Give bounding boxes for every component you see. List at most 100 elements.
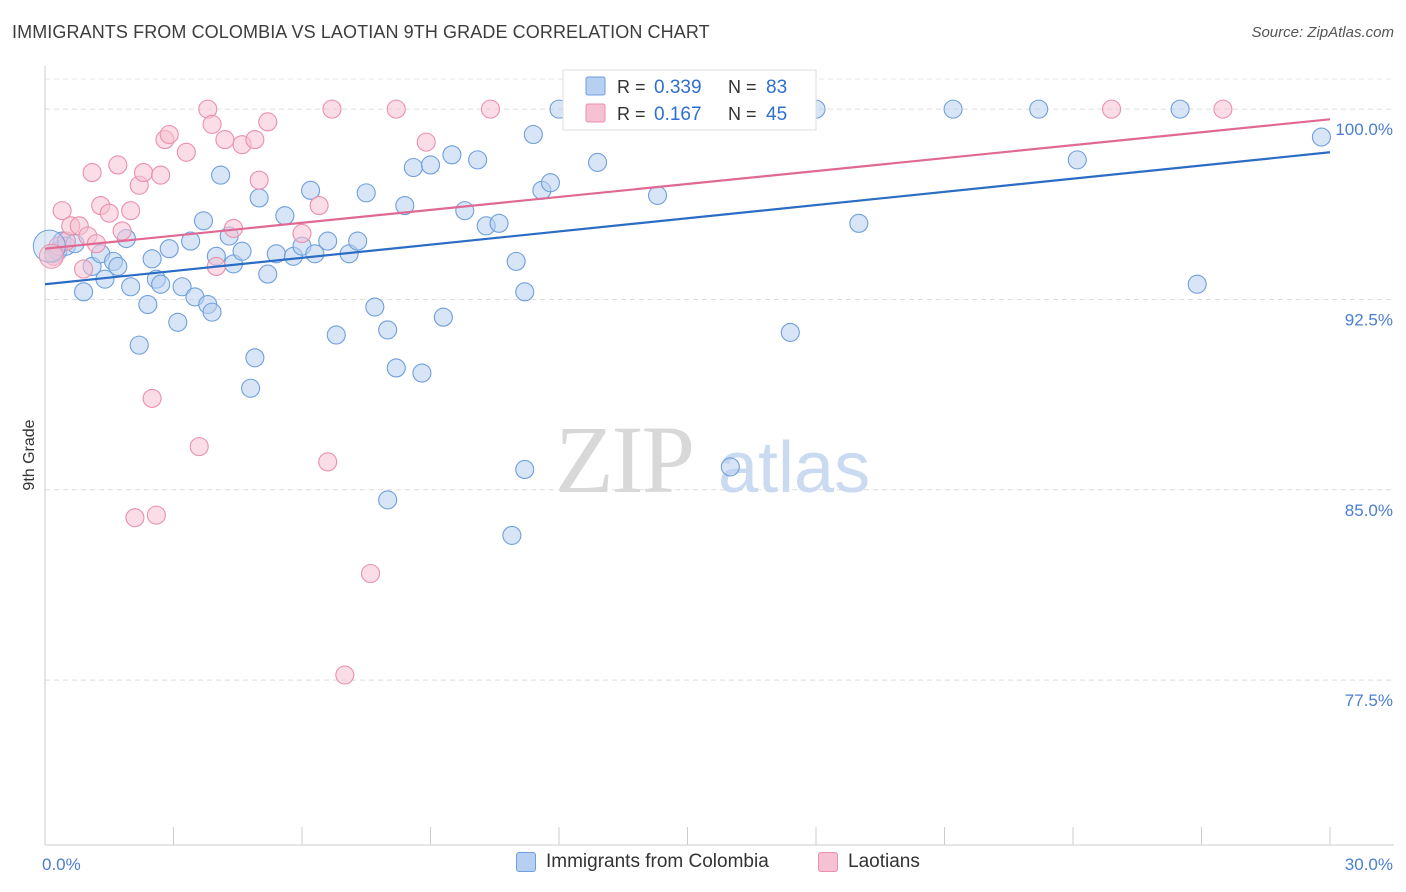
point-laotians-33 [309,196,329,216]
point-colombia-33 [249,188,269,208]
series-legend: Immigrants from Colombia Laotians [0,851,1406,879]
point-laotians-39 [416,132,436,152]
point-laotians-37 [360,563,381,584]
point-cluster-laotians [38,243,64,269]
axes: 77.5% 85.0% 92.5% 100.0% 0.0% 30.0% 9th Grade [21,66,1394,874]
y-tick-label-3: 100.0% [1335,120,1393,139]
stats-swatch-laotians [585,103,606,123]
point-colombia-41 [318,231,338,251]
point-colombia-55 [455,201,475,221]
stats-n-label-colombia: N = [728,77,757,97]
point-colombia-66 [515,459,535,480]
point-colombia-49 [395,196,415,216]
point-laotians-34 [318,452,338,472]
point-colombia-68 [647,185,668,205]
point-colombia-77 [1187,274,1207,294]
point-colombia-76 [1170,99,1190,119]
y-tick-label-0: 77.5% [1345,691,1393,710]
point-laotians-38 [386,99,406,119]
point-colombia-70 [780,322,800,342]
point-laotians-31 [258,112,278,132]
point-colombia-30 [232,241,252,261]
legend-item-laotians[interactable]: Laotians [818,851,920,873]
point-colombia-50 [403,157,423,178]
point-laotians-29 [245,130,265,150]
point-colombia-20 [172,277,192,297]
point-colombia-15 [142,249,162,269]
point-colombia-72 [849,213,869,233]
point-laotians-35 [322,99,342,119]
point-colombia-44 [348,231,368,251]
data-points [32,99,1331,685]
legend-item-colombia[interactable]: Immigrants from Colombia [516,851,769,873]
y-axis-title: 9th Grade [21,419,38,490]
x-tick-label-1: 30.0% [1345,855,1393,874]
point-colombia-31 [241,378,261,398]
point-laotians-12 [108,155,128,175]
point-colombia-56 [468,150,488,170]
point-colombia-69 [720,457,740,477]
watermark-zip: ZIP [555,406,693,513]
point-laotians-11 [99,203,119,223]
watermark-atlas: atlas [718,428,870,508]
stats-swatch-colombia [585,76,606,96]
point-colombia-52 [420,155,441,175]
legend-swatch-colombia [516,852,536,872]
point-laotians-32 [292,223,312,244]
point-colombia-40 [305,244,325,264]
point-laotians-14 [121,201,141,221]
point-colombia-17 [151,274,171,294]
point-laotians-21 [176,142,196,162]
stats-r-label-laotians: R = [617,104,646,124]
point-colombia-39 [301,180,321,200]
stats-r-value-colombia: 0.339 [654,77,702,98]
point-colombia-75 [1067,150,1087,170]
trend-lines [44,118,1331,286]
point-laotians-30 [249,170,269,190]
point-colombia-74 [1029,99,1049,119]
point-colombia-73 [943,99,963,119]
point-colombia-25 [202,302,222,322]
point-colombia-5 [74,282,94,302]
y-tick-label-1: 85.0% [1345,501,1393,520]
point-colombia-32 [245,348,265,368]
point-colombia-47 [378,320,398,340]
point-colombia-63 [540,173,560,193]
point-colombia-12 [121,277,141,297]
x-tick-label-0: 0.0% [42,855,81,874]
chart-source: Source: ZipAtlas.com [1251,24,1394,41]
trend-line-colombia [44,151,1331,286]
point-colombia-45 [356,183,376,203]
legend-swatch-laotians [818,852,838,872]
stats-r-label-colombia: R = [617,77,646,97]
point-colombia-42 [326,325,346,345]
y-tick-label-2: 92.5% [1345,310,1393,329]
point-laotians-22 [189,437,209,457]
point-colombia-21 [181,231,201,251]
point-laotians-20 [159,124,179,145]
stats-legend: R = 0.339 N = 83 R = 0.167 N = 45 [562,69,817,131]
stats-r-value-laotians: 0.167 [654,104,702,125]
point-colombia-64 [378,490,398,510]
point-colombia-48 [386,358,406,378]
point-laotians-26 [215,130,235,150]
legend-label-laotians: Laotians [848,851,920,872]
point-colombia-53 [433,307,453,327]
stats-n-value-colombia: 83 [766,77,787,98]
point-laotians-18 [151,165,171,185]
point-laotians-42 [146,505,166,525]
stats-n-value-laotians: 45 [766,104,787,125]
legend-label-colombia: Immigrants from Colombia [546,851,769,872]
trend-line-laotians [44,118,1331,250]
point-colombia-19 [168,312,188,332]
point-colombia-36 [275,206,295,226]
point-laotians-36 [335,665,355,685]
point-colombia-46 [365,297,385,317]
point-colombia-67 [587,152,608,172]
stats-n-label-laotians: N = [728,104,757,124]
point-colombia-65 [502,525,522,545]
point-colombia-60 [515,282,535,302]
point-colombia-54 [442,145,462,165]
point-laotians-13 [112,221,132,241]
